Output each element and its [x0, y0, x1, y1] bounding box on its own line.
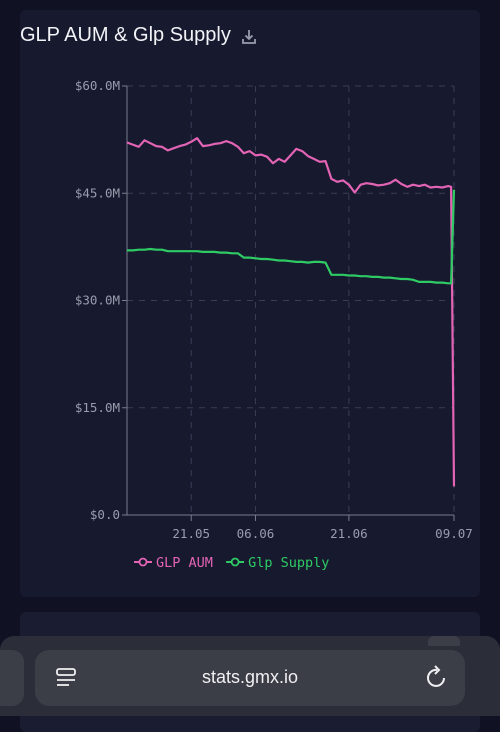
chart-title: GLP AUM & Glp Supply [20, 24, 231, 46]
y-tick-label: $60.0M [75, 78, 120, 93]
reload-icon[interactable] [425, 665, 449, 691]
address-bar[interactable]: stats.gmx.io [35, 650, 465, 706]
legend-label-glp-supply: Glp Supply [248, 555, 329, 571]
url-text[interactable]: stats.gmx.io [201, 667, 299, 687]
reader-mode-icon[interactable] [55, 666, 77, 690]
chart-card [20, 10, 480, 597]
x-tick-label: 06.06 [237, 526, 275, 541]
toolbar-handle [428, 636, 460, 646]
y-tick-label: $0.0 [90, 507, 120, 522]
x-tick-label: 21.06 [330, 526, 368, 541]
y-tick-label: $30.0M [75, 293, 120, 308]
chart-title-row: GLP AUM & Glp Supply [20, 24, 257, 47]
legend-label-glp-aum: GLP AUM [156, 555, 213, 571]
line-chart: $0.0 $15.0M $30.0M $45.0M $60.0M 21.05 06.06 21… [75, 78, 473, 571]
previous-tab-stub[interactable] [0, 650, 24, 706]
series-line-glp-supply [127, 189, 456, 285]
download-icon[interactable] [241, 28, 257, 44]
legend-marker-glp-aum [138, 557, 148, 567]
y-tick-label: $15.0M [75, 400, 120, 415]
legend-marker-glp-supply [230, 557, 240, 567]
y-tick-label: $45.0M [75, 185, 120, 200]
x-tick-label: 09.07 [435, 526, 473, 541]
series-line-glp-aum [126, 137, 456, 487]
x-tick-label: 21.05 [172, 526, 210, 541]
